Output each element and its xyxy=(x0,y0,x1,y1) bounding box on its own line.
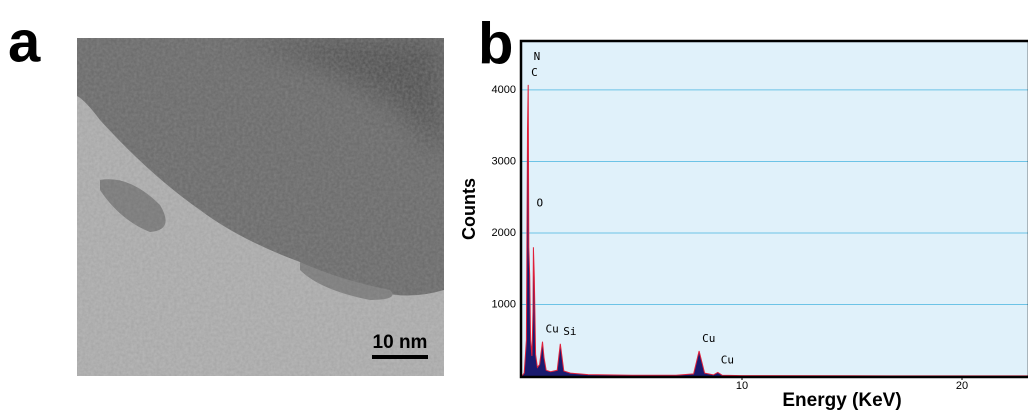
y-tick-label: 2000 xyxy=(492,227,516,239)
y-axis-title: Counts xyxy=(459,178,479,240)
tem-image xyxy=(77,38,444,376)
y-tick-label: 1000 xyxy=(492,298,516,310)
plot-frame xyxy=(519,39,1028,379)
spectrum-line xyxy=(521,84,1028,377)
plot-area xyxy=(522,42,1028,376)
scale-bar-label: 10 nm xyxy=(373,332,428,353)
y-tick-label: 4000 xyxy=(492,84,516,96)
peak-label: Cu xyxy=(545,323,558,336)
peak-label: O xyxy=(536,196,543,209)
y-tick-label: 3000 xyxy=(492,155,516,167)
panel-label: b xyxy=(478,11,513,76)
peak-label: C xyxy=(531,66,538,79)
peak-label: Cu xyxy=(721,353,734,366)
peak-label: Si xyxy=(563,325,576,338)
scale-bar xyxy=(372,355,428,359)
peak-label: N xyxy=(534,50,541,63)
x-tick-label: 20 xyxy=(956,380,968,392)
x-axis-title: Energy (KeV) xyxy=(782,390,901,411)
panel-label: a xyxy=(8,9,41,74)
peak-label: Cu xyxy=(702,332,715,345)
x-tick-label: 10 xyxy=(736,380,748,392)
